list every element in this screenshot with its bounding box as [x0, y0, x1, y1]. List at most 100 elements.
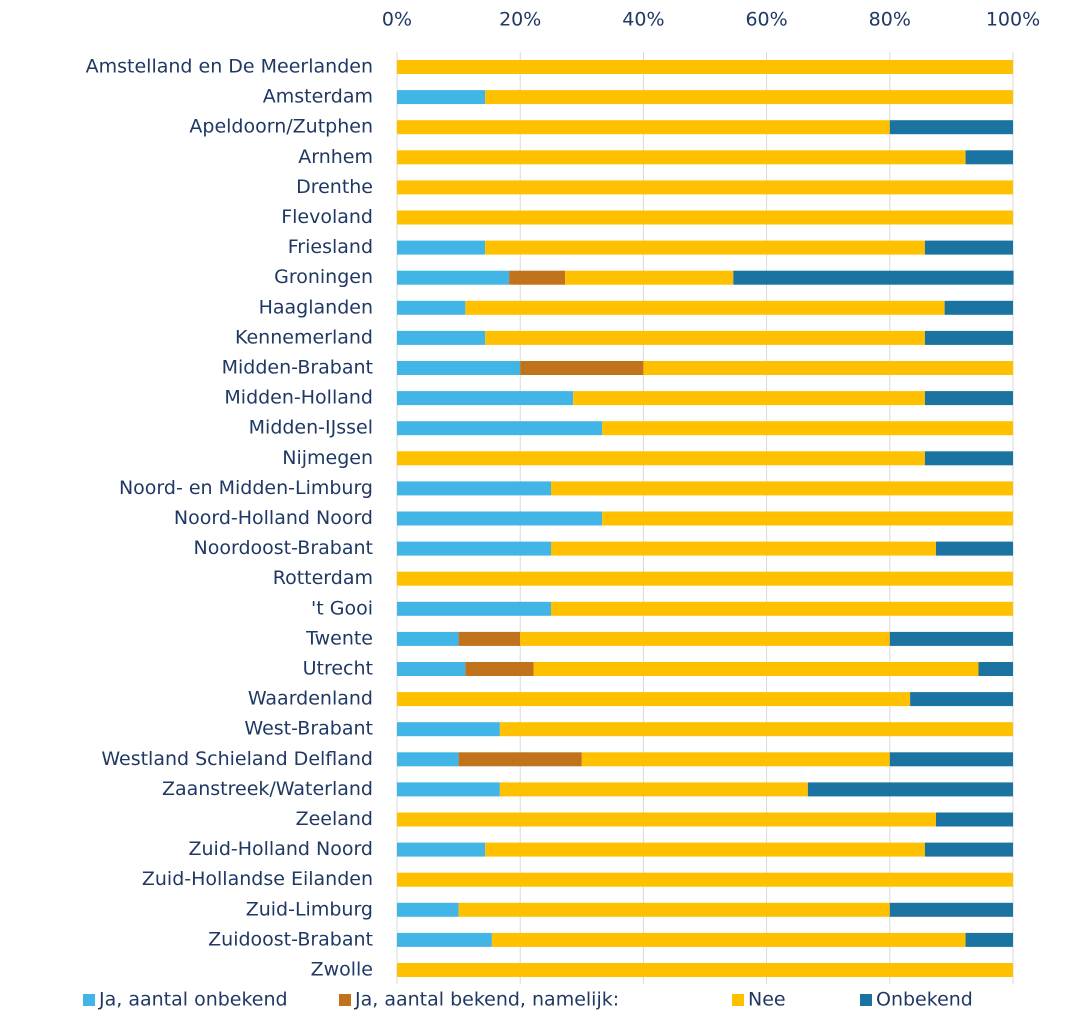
y-tick-label: Westland Schieland Delfland: [101, 748, 373, 770]
bar-segment: [397, 662, 466, 676]
bar-segment: [397, 782, 500, 797]
bar-segment: [458, 902, 890, 917]
bar-segment: [978, 662, 1013, 676]
bar-segment: [965, 150, 1013, 165]
bar-segment: [491, 932, 966, 947]
bar-segment: [965, 932, 1013, 947]
y-tick-label: Amsterdam: [263, 86, 373, 108]
bar-segment: [485, 90, 1013, 105]
bar-segment: [397, 541, 551, 556]
bar-segment: [397, 150, 966, 165]
y-tick-label: Utrecht: [303, 658, 373, 680]
bar-segment: [944, 300, 1013, 315]
bar-segment: [397, 932, 492, 947]
bar-segment: [910, 692, 1013, 707]
y-tick-label: Midden-Holland: [224, 387, 373, 409]
bar-segment: [397, 631, 459, 646]
bar-segment: [889, 752, 1013, 767]
bar-segment: [889, 902, 1013, 917]
legend-label: Ja, aantal bekend, namelijk:: [354, 989, 619, 1011]
x-tick-label: 100%: [986, 9, 1040, 31]
bar-segment: [889, 631, 1013, 646]
bar-segment: [924, 391, 1013, 406]
bar-segment: [924, 451, 1013, 466]
bar-segment: [807, 782, 1013, 797]
bar-segment: [924, 240, 1013, 255]
bar-segment: [602, 511, 1013, 526]
x-tick-label: 40%: [622, 9, 664, 31]
bar-segment: [499, 782, 808, 797]
y-tick-label: Groningen: [274, 266, 373, 288]
y-tick-label: Kennemerland: [235, 326, 373, 348]
bar-segment: [397, 571, 1013, 586]
bar-segment: [924, 330, 1013, 345]
bar-segment: [643, 361, 1013, 375]
y-tick-label: Midden-Brabant: [222, 357, 373, 379]
bar-segment: [397, 692, 911, 707]
bar-segment: [465, 300, 945, 315]
bar-segment: [397, 240, 486, 255]
legend-swatch: [860, 994, 872, 1006]
bar-segment: [551, 541, 936, 556]
bar-segment: [458, 752, 582, 767]
bar-segment: [397, 963, 1013, 977]
bar-segment: [889, 120, 1013, 135]
bar-segment: [602, 421, 1013, 436]
legend-label: Nee: [748, 989, 786, 1011]
y-tick-label: Zuid-Limburg: [246, 898, 373, 920]
bar-segment: [573, 391, 925, 406]
y-tick-label: Zuid-Holland Noord: [188, 838, 373, 860]
y-tick-label: Zaanstreek/Waterland: [162, 778, 373, 800]
y-tick-label: 't Gooi: [311, 597, 373, 619]
bar-segment: [397, 391, 574, 406]
bar-segment: [397, 210, 1013, 225]
legend-swatch: [83, 994, 95, 1006]
y-tick-label: Zuidoost-Brabant: [208, 928, 373, 950]
x-tick-label: 20%: [499, 9, 541, 31]
bar-segment: [397, 361, 521, 375]
y-tick-label: Rotterdam: [273, 567, 373, 589]
bar-segment: [397, 842, 486, 857]
bar-segment: [397, 722, 500, 737]
legend-swatch: [732, 994, 744, 1006]
bar-segment: [397, 300, 466, 315]
bar-segment: [397, 330, 486, 345]
bar-segment: [520, 631, 890, 646]
y-tick-label: Amstelland en De Meerlanden: [86, 56, 373, 78]
bar-segment: [458, 631, 521, 646]
y-tick-label: Arnhem: [298, 146, 373, 168]
bar-segment: [397, 421, 603, 436]
bar-segment: [533, 662, 979, 676]
bar-segment: [520, 361, 644, 375]
bar-segment: [397, 511, 603, 526]
y-tick-label: Nijmegen: [282, 447, 373, 469]
x-tick-label: 0%: [382, 9, 412, 31]
y-tick-label: Waardenland: [248, 688, 373, 710]
y-tick-label: West-Brabant: [244, 718, 373, 740]
x-tick-label: 80%: [869, 9, 911, 31]
y-tick-label: Noord- en Midden-Limburg: [119, 477, 373, 499]
bar-segment: [397, 451, 925, 466]
bar-segment: [397, 60, 1013, 74]
bar-segment: [397, 270, 510, 285]
bar-segment: [465, 662, 534, 676]
bar-segment: [397, 872, 1013, 887]
y-tick-label: Noordoost-Brabant: [194, 537, 373, 559]
y-tick-label: Apeldoorn/Zutphen: [189, 116, 373, 138]
bar-segment: [485, 240, 925, 255]
bar-segment: [565, 270, 734, 285]
bar-segment: [936, 812, 1013, 827]
legend-label: Ja, aantal onbekend: [98, 989, 288, 1011]
y-tick-label: Friesland: [288, 236, 373, 258]
bar-segment: [499, 722, 1013, 737]
y-tick-label: Midden-IJssel: [249, 417, 373, 439]
bar-segment: [509, 270, 566, 285]
y-tick-label: Drenthe: [296, 176, 373, 198]
bar-segment: [581, 752, 890, 767]
bar-segment: [397, 902, 459, 917]
bar-segment: [397, 481, 551, 496]
bar-segment: [397, 752, 459, 767]
y-tick-label: Zeeland: [296, 808, 373, 830]
legend-label: Onbekend: [876, 989, 973, 1011]
